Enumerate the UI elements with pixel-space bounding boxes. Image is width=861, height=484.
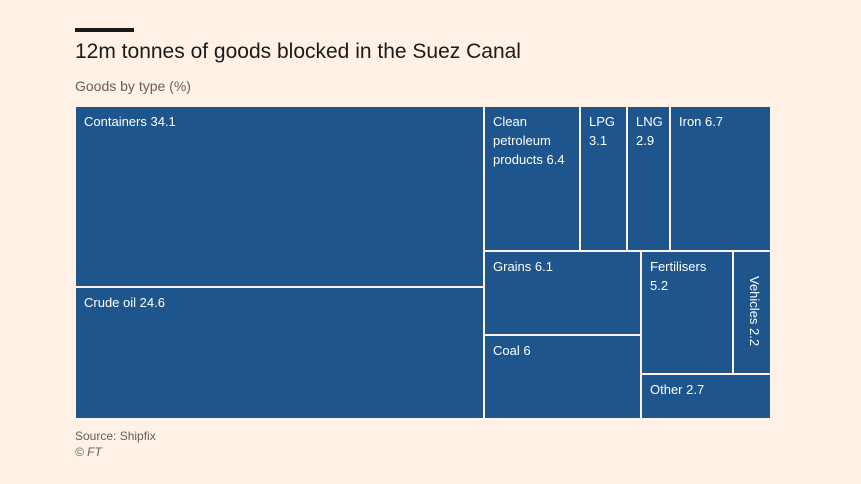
treemap-cell-grains: Grains 6.1	[484, 251, 641, 335]
treemap-label-containers: Containers 34.1	[84, 114, 176, 129]
treemap-cell-clean-petroleum-products: Clean petroleum products 6.4	[484, 106, 580, 251]
treemap-label-other: Other 2.7	[650, 382, 705, 397]
treemap-cell-coal: Coal 6	[484, 335, 641, 419]
treemap-label-clean-petroleum-products: Clean petroleum products 6.4	[493, 114, 565, 167]
treemap-cell-lpg: LPG 3.1	[580, 106, 627, 251]
treemap-label-iron: Iron 6.7	[679, 114, 724, 129]
treemap-cell-lng: LNG 2.9	[627, 106, 670, 251]
header-rule	[75, 28, 134, 32]
treemap-cell-other: Other 2.7	[641, 374, 771, 419]
treemap-cell-vehicles: Vehicles 2.2	[733, 251, 771, 374]
treemap-cell-fertilisers: Fertilisers 5.2	[641, 251, 733, 374]
treemap-label-crude-oil: Crude oil 24.6	[84, 295, 165, 310]
treemap-label-fertilisers: Fertilisers 5.2	[650, 259, 707, 293]
copyright-note: © FT	[75, 445, 102, 459]
treemap-label-lng: LNG 2.9	[636, 114, 663, 148]
treemap-label-coal: Coal 6	[493, 343, 531, 358]
treemap-cell-iron: Iron 6.7	[670, 106, 771, 251]
treemap-label-grains: Grains 6.1	[493, 259, 553, 274]
source-note: Source: Shipfix	[75, 429, 156, 443]
treemap-cell-crude-oil: Crude oil 24.6	[75, 287, 484, 419]
treemap-label-vehicles: Vehicles 2.2	[747, 276, 762, 347]
chart-title: 12m tonnes of goods blocked in the Suez …	[75, 40, 521, 63]
treemap: Containers 34.1 Crude oil 24.6 Clean petro…	[75, 106, 771, 419]
treemap-cell-containers: Containers 34.1	[75, 106, 484, 287]
treemap-label-lpg: LPG 3.1	[589, 114, 616, 148]
chart-subtitle: Goods by type (%)	[75, 78, 191, 94]
